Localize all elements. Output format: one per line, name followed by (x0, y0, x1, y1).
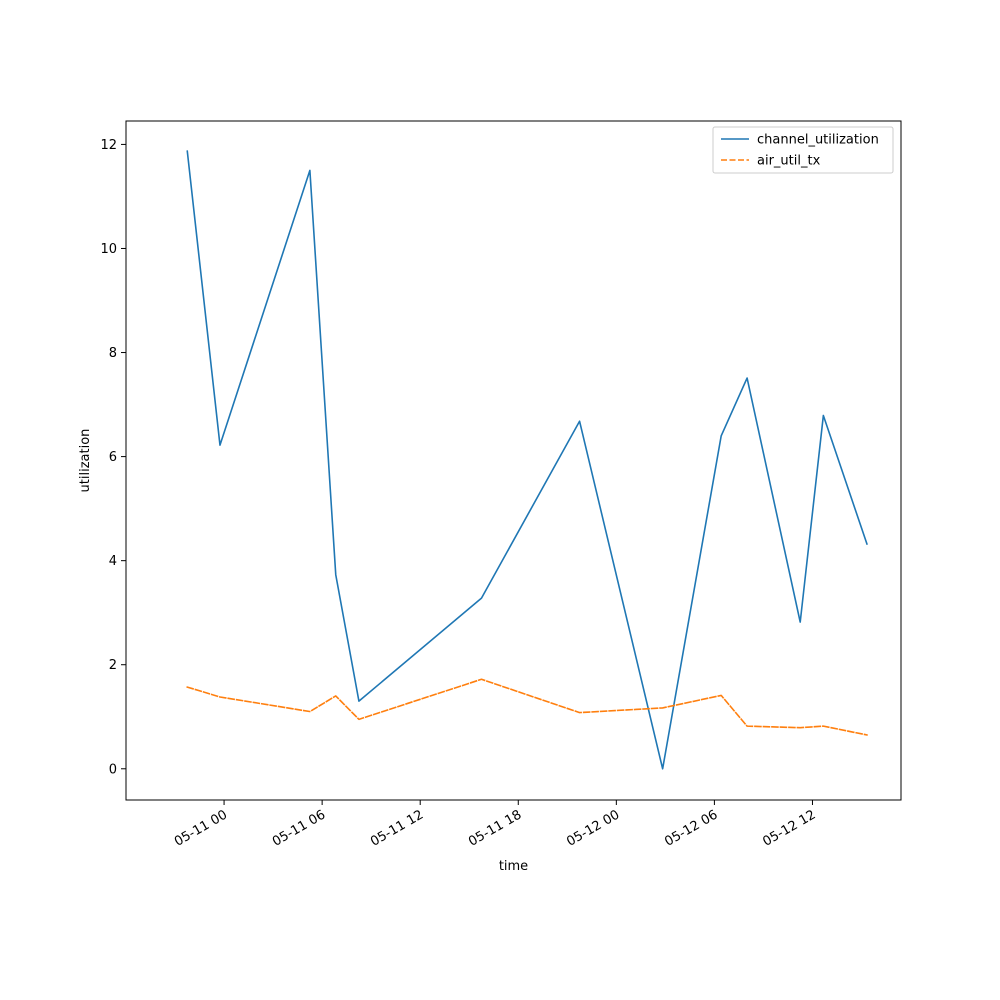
y-tick-label: 10 (100, 242, 117, 257)
y-tick-label: 6 (109, 450, 117, 465)
y-tick-label: 12 (100, 138, 117, 153)
y-tick-label: 8 (109, 346, 117, 361)
legend: channel_utilization air_util_tx (712, 126, 894, 174)
y-tick-label: 0 (109, 762, 117, 777)
plot-area (125, 120, 902, 801)
y-tick-label: 4 (109, 554, 117, 569)
legend-box (712, 126, 894, 174)
y-tick-label: 2 (109, 658, 117, 673)
legend-label-channel-utilization: channel_utilization (757, 133, 879, 148)
legend-label-air-util-tx: air_util_tx (757, 154, 821, 169)
x-axis-label: time (499, 859, 528, 874)
y-axis: 0 2 4 6 8 10 12 (100, 138, 126, 777)
series-line-air-util-tx (186, 678, 868, 736)
axes-frame (125, 120, 902, 801)
y-axis-label: utilization (78, 429, 93, 493)
series-line-channel-utilization (186, 150, 868, 770)
